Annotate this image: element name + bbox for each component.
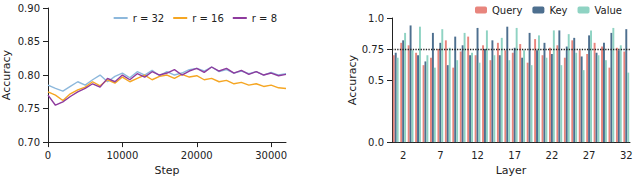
svg-text:r = 32: r = 32 [133, 13, 165, 24]
svg-text:1.0: 1.0 [368, 13, 384, 24]
svg-text:2: 2 [400, 150, 406, 161]
svg-text:Step: Step [154, 164, 179, 177]
svg-text:30000: 30000 [255, 150, 287, 161]
svg-text:Key: Key [549, 5, 567, 16]
svg-text:0.75: 0.75 [362, 44, 384, 55]
svg-text:0: 0 [45, 150, 51, 161]
svg-text:32: 32 [620, 150, 633, 161]
svg-text:0.75: 0.75 [18, 103, 40, 114]
svg-text:0.80: 0.80 [18, 70, 40, 81]
svg-text:Query: Query [492, 5, 522, 16]
svg-text:0.5: 0.5 [368, 75, 384, 86]
svg-text:Accuracy: Accuracy [0, 49, 13, 100]
svg-text:27: 27 [583, 150, 596, 161]
svg-text:Layer: Layer [496, 164, 527, 177]
svg-text:0.85: 0.85 [18, 36, 40, 47]
svg-text:Accuracy: Accuracy [346, 54, 359, 105]
svg-text:0.0: 0.0 [368, 137, 384, 148]
svg-text:7: 7 [437, 150, 443, 161]
svg-text:12: 12 [471, 150, 484, 161]
svg-text:r = 8: r = 8 [252, 13, 277, 24]
svg-text:20000: 20000 [181, 150, 213, 161]
svg-text:10000: 10000 [106, 150, 138, 161]
svg-text:Value: Value [595, 5, 622, 16]
svg-text:22: 22 [546, 150, 559, 161]
svg-text:r = 16: r = 16 [192, 13, 224, 24]
svg-text:0.90: 0.90 [18, 3, 40, 14]
svg-text:0.70: 0.70 [18, 137, 40, 148]
svg-text:17: 17 [508, 150, 521, 161]
